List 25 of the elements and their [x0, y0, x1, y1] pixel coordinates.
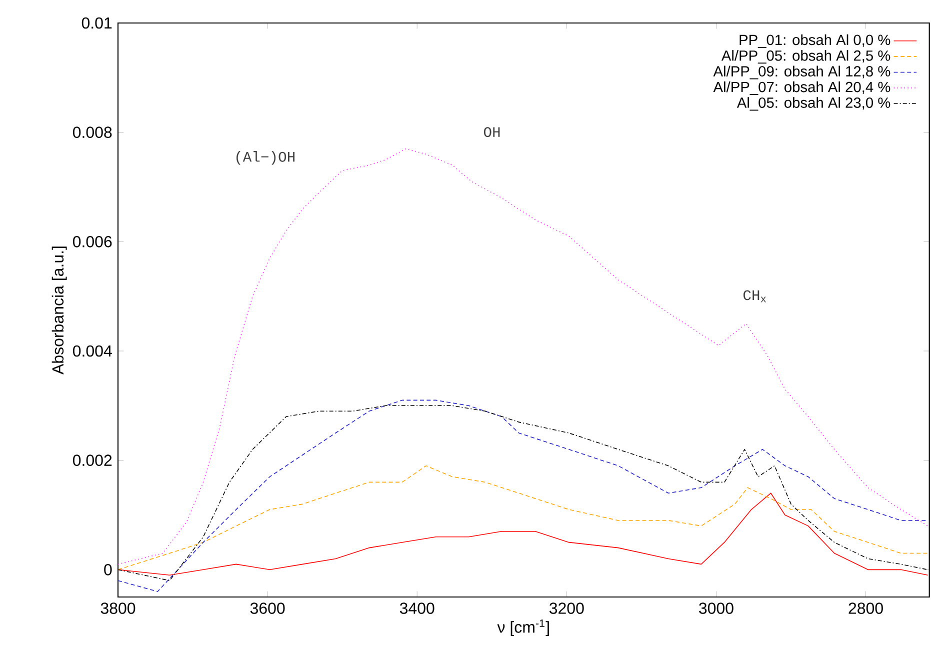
legend-label: Al/PP_05: obsah Al 2,5 % [721, 50, 890, 64]
y-tick-label: 0.01 [82, 17, 112, 29]
x-tick-label: 3600 [250, 602, 285, 614]
legend-label: Al/PP_07: obsah Al 20,4 % [713, 81, 890, 95]
annotation: CH$_{x}$ [744, 290, 766, 302]
x-tick-label: 3200 [549, 602, 584, 614]
x-tick-label: 3400 [400, 602, 434, 614]
y-tick-label: 0 [104, 564, 112, 576]
y-tick-label: 0.004 [72, 345, 112, 357]
legend-label: Al/PP_09: obsah Al 12,8 % [713, 66, 890, 80]
x-tick-label: 3000 [699, 602, 734, 614]
y-tick-label: 0.006 [72, 236, 112, 248]
line-series [118, 465, 928, 570]
y-tick-label: 0.008 [72, 126, 112, 138]
y-tick-label: 0.002 [72, 454, 112, 466]
annotation: (Al−)OH [236, 151, 294, 165]
x-axis-title: ν [cm$^{-1}$] [497, 620, 549, 636]
legend-label: PP_01: obsah Al 0,0 % [740, 34, 890, 48]
legend-label: Al_05: obsah Al 23,0 % [736, 97, 890, 111]
annotation: OH [484, 127, 500, 138]
y-axis-title: Absorbancia [a.u.] [52, 246, 67, 374]
line-series [118, 492, 928, 576]
x-tick-label: 3800 [100, 602, 136, 614]
x-tick-label: 2800 [848, 602, 883, 614]
line-series [118, 148, 928, 565]
